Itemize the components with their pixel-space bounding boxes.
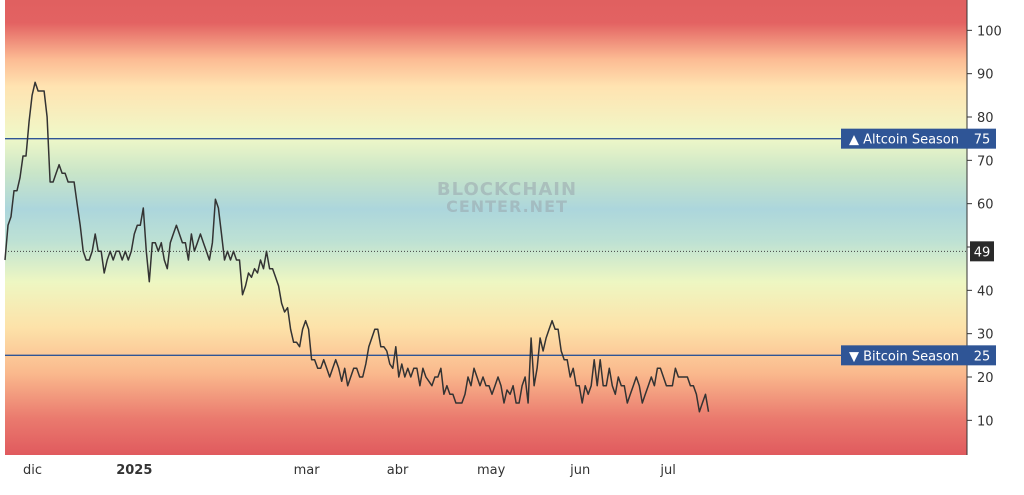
y-tick-label: 90: [977, 68, 994, 83]
x-axis: dic 2025 mar abr may jun jul: [23, 463, 676, 478]
threshold-value-label: 75: [974, 133, 991, 148]
threshold-value-tag: [968, 128, 996, 149]
current-value-badge: [970, 241, 994, 262]
current-value-label: 49: [974, 245, 991, 260]
y-tick-label: 100: [977, 24, 1002, 39]
current-value-tag: 49: [970, 241, 994, 262]
y-tick-label: 70: [977, 154, 994, 169]
watermark-line-2: CENTER.NET: [446, 197, 568, 216]
series-line: [4, 81, 710, 413]
y-tick-label: 80: [977, 111, 994, 126]
threshold-name-tag: [841, 345, 968, 366]
x-tick-label: dic: [23, 463, 42, 478]
threshold-lines: [5, 138, 967, 356]
plot-background: [5, 0, 967, 455]
x-tick-label: 2025: [116, 463, 152, 478]
y-tick-label: 40: [977, 284, 994, 299]
right-axis-background: [967, 0, 1024, 455]
x-tick-label: jun: [569, 463, 590, 478]
threshold-value-tag: [968, 345, 996, 366]
watermark: BLOCKCHAIN CENTER.NET: [437, 179, 577, 216]
y-tick-label: 30: [977, 328, 994, 343]
y-tick-label: 20: [977, 371, 994, 386]
threshold-value-label: 25: [974, 349, 991, 364]
x-tick-label: jul: [659, 463, 675, 478]
y-tick-label: 10: [977, 414, 994, 429]
threshold-name-tag: [841, 128, 968, 149]
threshold-tags: ▲ Altcoin Season 75 ▼ Bitcoin Season 25: [841, 128, 996, 366]
threshold-name-label: ▼ Bitcoin Season: [849, 349, 959, 364]
x-tick-label: may: [477, 463, 506, 478]
threshold-name-label: ▲ Altcoin Season: [849, 133, 959, 148]
watermark-line-1: BLOCKCHAIN: [437, 179, 577, 200]
y-axis: 102030405060708090100: [967, 24, 1002, 429]
x-tick-label: mar: [294, 463, 321, 478]
x-tick-label: abr: [387, 463, 409, 478]
y-tick-label: 60: [977, 198, 994, 213]
